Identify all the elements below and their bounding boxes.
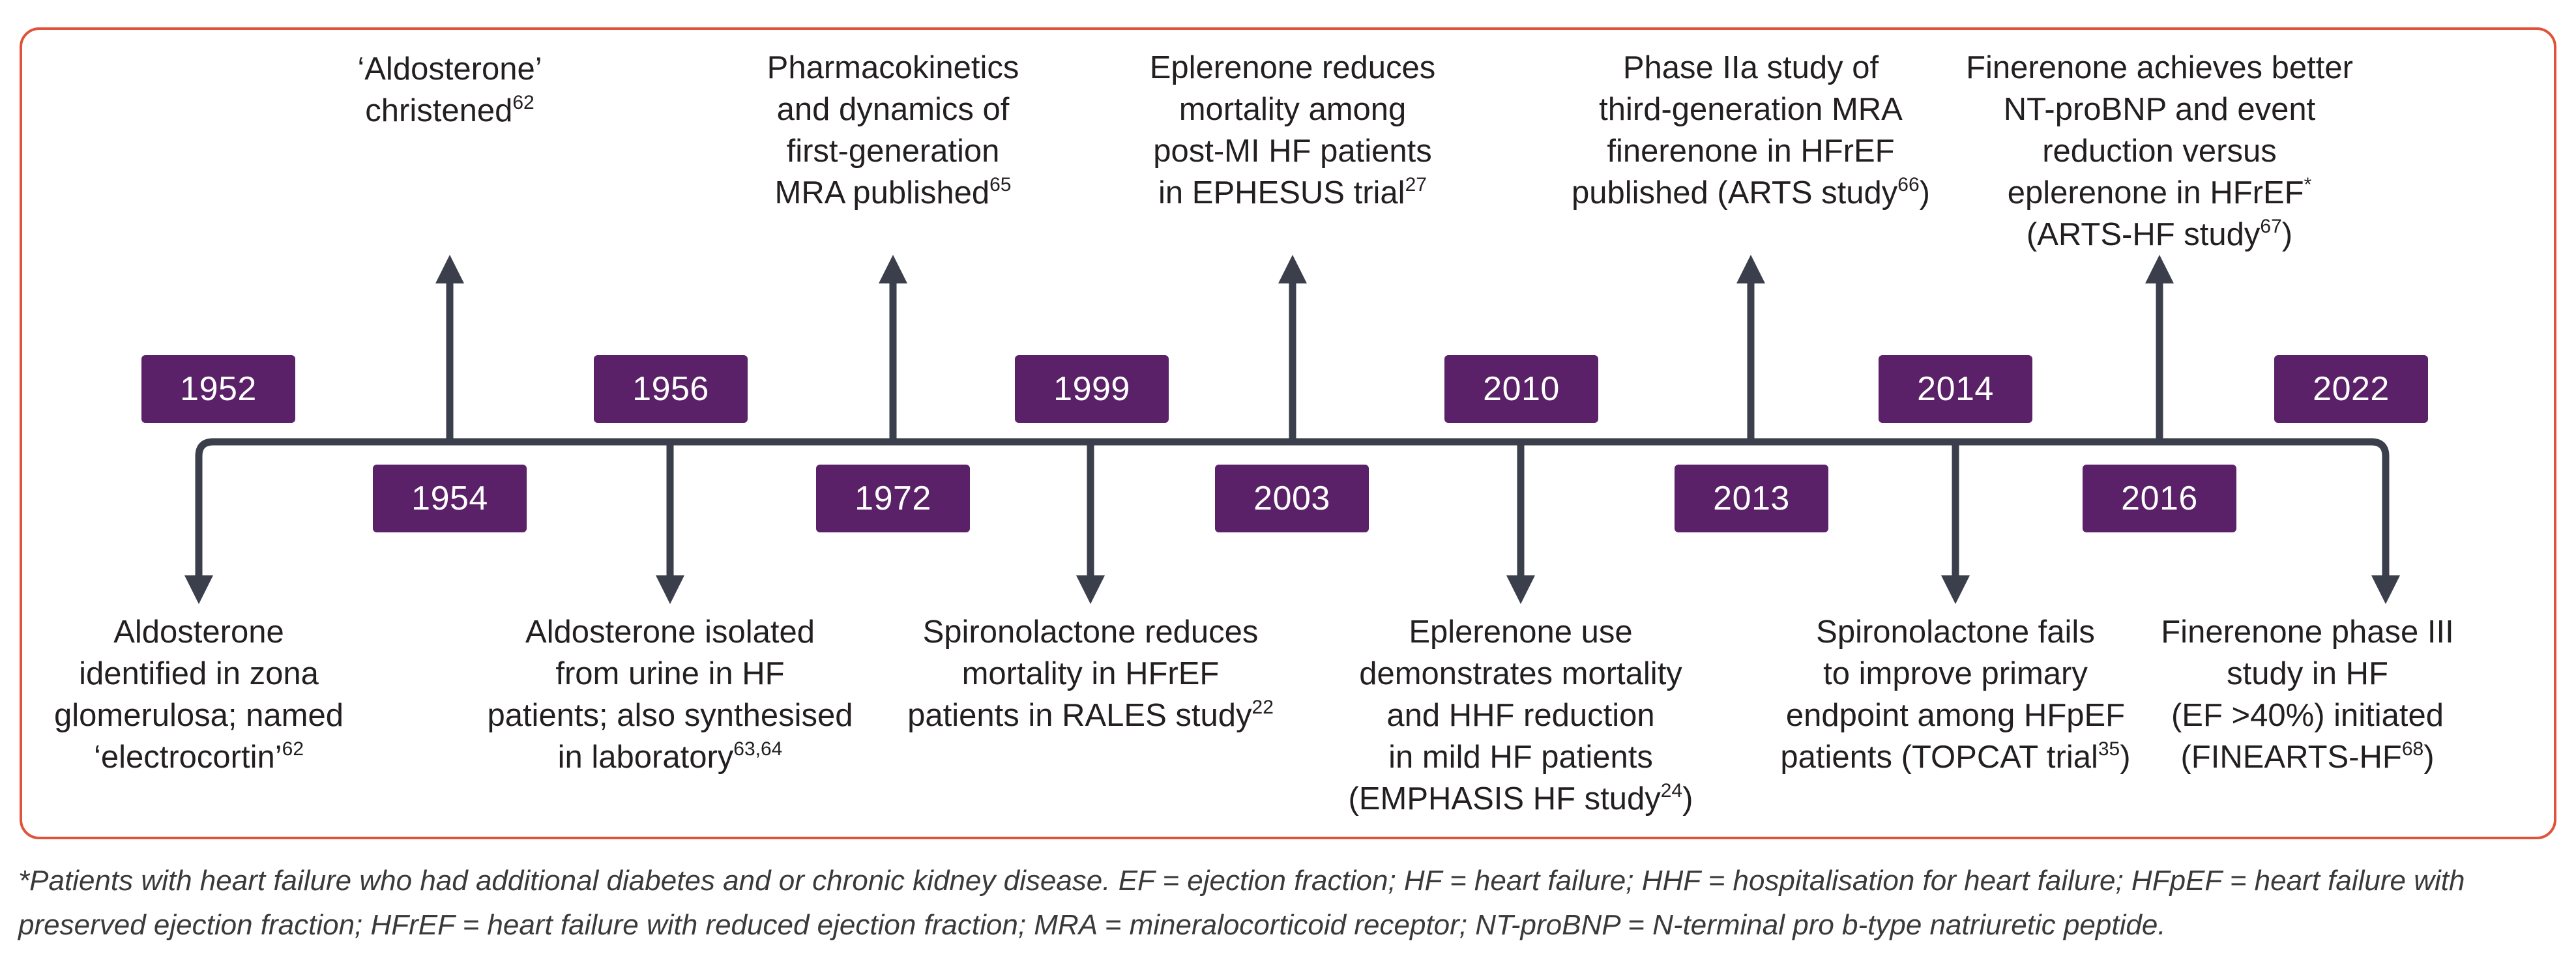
year-2016: 2016 <box>2083 465 2236 532</box>
event-1952: Aldosterone identified in zona glomerulo… <box>54 614 344 775</box>
event-2013: Phase IIa study of third-generation MRA … <box>1572 50 1930 210</box>
event-2022: Finerenone phase III study in HF (EF >40… <box>2161 614 2454 775</box>
event-2014: Spironolactone fails to improve primary … <box>1780 614 2131 775</box>
event-2010: Eplerenone use demonstrates mortality an… <box>1348 614 1693 816</box>
event-2003: Eplerenone reduces mortality among post-… <box>1149 50 1436 210</box>
year-1954: 1954 <box>373 465 527 532</box>
year-1956: 1956 <box>594 355 748 423</box>
year-2014: 2014 <box>1879 355 2032 423</box>
footnote: *Patients with heart failure who had add… <box>18 865 2465 941</box>
event-1999: Spironolactone reduces mortality in HFrE… <box>907 614 1274 733</box>
year-1952: 1952 <box>141 355 295 423</box>
event-2016: Finerenone achieves better NT-proBNP and… <box>1966 50 2353 252</box>
year-2022: 2022 <box>2274 355 2428 423</box>
figure-frame <box>20 27 2556 839</box>
year-2003: 2003 <box>1215 465 1369 532</box>
event-1954: ‘Aldosterone’ christened62 <box>357 51 542 128</box>
event-1956: Aldosterone isolated from urine in HF pa… <box>487 614 853 775</box>
year-2010: 2010 <box>1444 355 1598 423</box>
year-2013: 2013 <box>1675 465 1828 532</box>
year-1999: 1999 <box>1015 355 1169 423</box>
timeline-lines <box>184 255 2400 604</box>
event-1972: Pharmacokinetics and dynamics of first-g… <box>767 50 1019 210</box>
year-1972: 1972 <box>816 465 970 532</box>
